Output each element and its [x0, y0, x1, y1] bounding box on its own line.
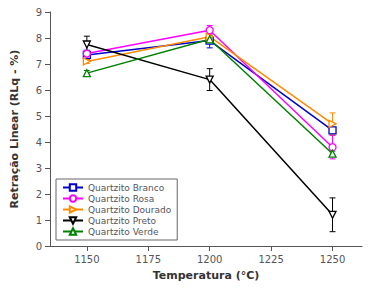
svg-text:0: 0 — [36, 241, 42, 252]
svg-text:5: 5 — [36, 111, 42, 122]
svg-text:1225: 1225 — [258, 254, 283, 265]
svg-text:9: 9 — [36, 7, 42, 18]
svg-text:7: 7 — [36, 59, 42, 70]
svg-text:Retração Linear (RLq - %): Retração Linear (RLq - %) — [8, 50, 21, 209]
svg-text:Quartzito Branco: Quartzito Branco — [88, 183, 165, 193]
svg-text:Quartzito Preto: Quartzito Preto — [88, 216, 156, 226]
svg-text:3: 3 — [36, 163, 42, 174]
svg-text:1175: 1175 — [136, 254, 161, 265]
svg-text:2: 2 — [36, 189, 42, 200]
svg-text:1: 1 — [36, 215, 42, 226]
svg-text:Temperatura (°C): Temperatura (°C) — [153, 269, 260, 282]
svg-text:4: 4 — [36, 137, 42, 148]
svg-text:1200: 1200 — [197, 254, 222, 265]
svg-text:Quartzito Rosa: Quartzito Rosa — [88, 194, 154, 204]
svg-text:Quartzito Verde: Quartzito Verde — [88, 227, 159, 237]
svg-text:Quartzito Dourado: Quartzito Dourado — [88, 205, 172, 215]
svg-text:1250: 1250 — [320, 254, 345, 265]
svg-text:1150: 1150 — [74, 254, 99, 265]
svg-text:6: 6 — [36, 85, 42, 96]
svg-text:8: 8 — [36, 33, 42, 44]
